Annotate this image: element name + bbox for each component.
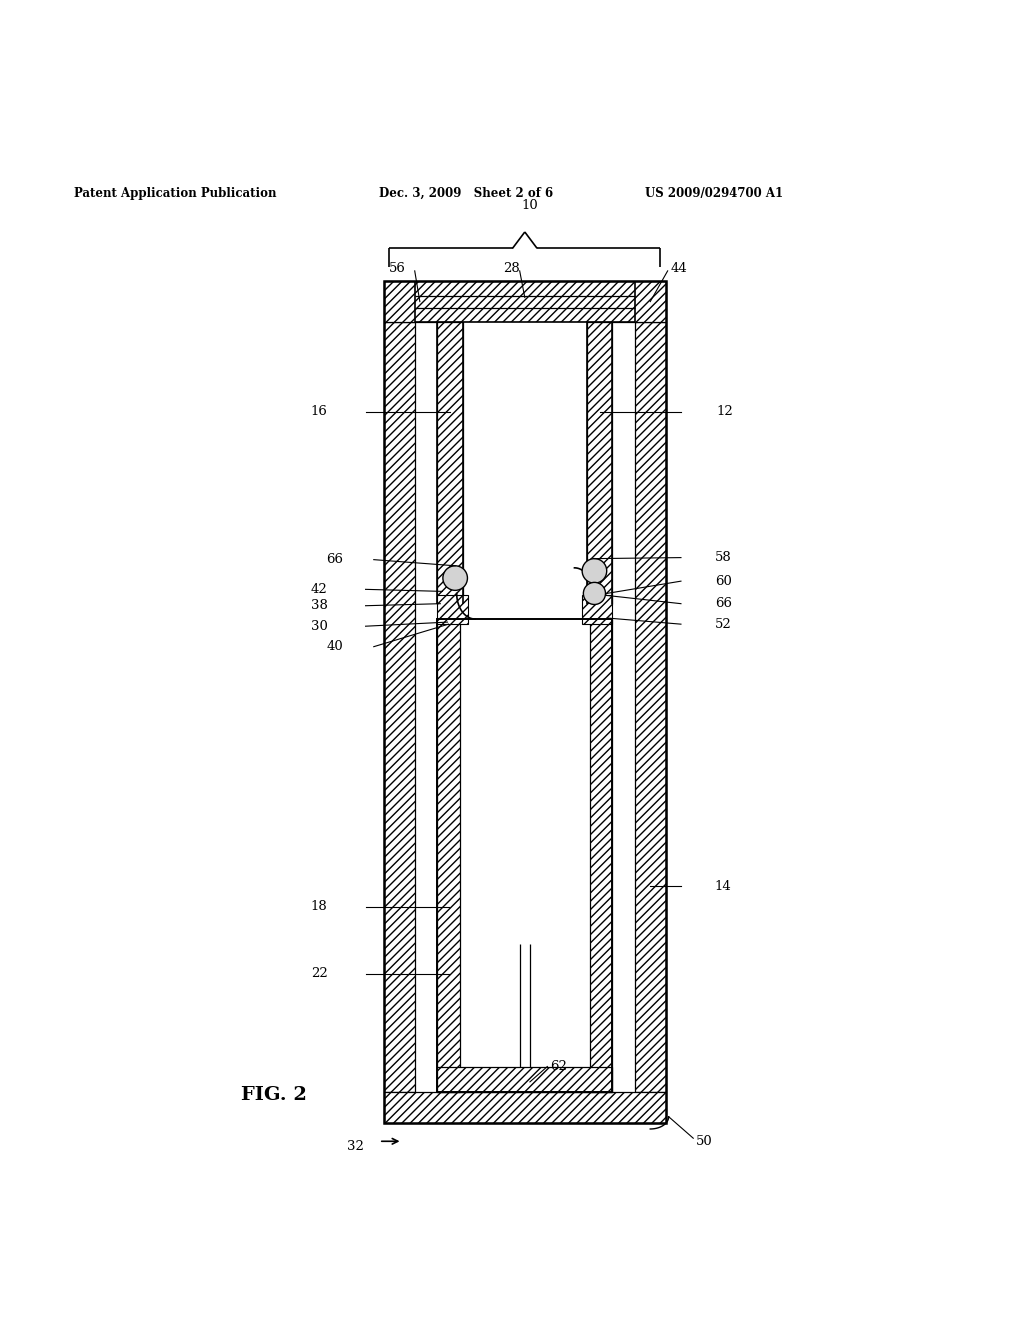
Bar <box>437 619 460 1092</box>
Bar <box>384 1092 666 1123</box>
Text: 60: 60 <box>715 574 731 587</box>
Text: Patent Application Publication: Patent Application Publication <box>74 187 276 199</box>
Bar <box>437 1067 612 1092</box>
Bar <box>437 619 612 1092</box>
Bar <box>437 322 463 603</box>
Bar <box>582 595 612 624</box>
Text: 66: 66 <box>326 553 343 566</box>
Bar <box>590 619 612 1092</box>
Text: 40: 40 <box>327 640 343 653</box>
Text: 50: 50 <box>696 1135 713 1148</box>
Text: 38: 38 <box>311 599 328 612</box>
Text: 28: 28 <box>503 263 519 276</box>
Circle shape <box>582 558 606 583</box>
Text: 18: 18 <box>311 900 328 913</box>
Text: 22: 22 <box>311 968 328 981</box>
Text: 10: 10 <box>521 199 539 211</box>
Text: 52: 52 <box>715 618 731 631</box>
Circle shape <box>443 566 468 590</box>
Bar <box>635 322 666 1092</box>
Text: 62: 62 <box>551 1060 567 1073</box>
Text: 32: 32 <box>347 1140 364 1152</box>
Bar <box>384 281 666 322</box>
Bar <box>463 322 587 603</box>
Text: 56: 56 <box>389 263 406 276</box>
Text: 12: 12 <box>717 405 733 418</box>
Text: 66: 66 <box>715 597 732 610</box>
Text: 44: 44 <box>671 263 687 276</box>
Text: 42: 42 <box>311 583 328 595</box>
Text: 30: 30 <box>311 619 328 632</box>
Bar <box>437 595 468 624</box>
Bar <box>587 322 612 603</box>
Bar <box>415 322 635 1092</box>
Text: FIG. 2: FIG. 2 <box>241 1086 306 1105</box>
Text: 58: 58 <box>715 552 731 564</box>
Text: 16: 16 <box>311 405 328 418</box>
Text: 14: 14 <box>715 880 731 892</box>
Bar <box>384 322 415 1092</box>
Text: US 2009/0294700 A1: US 2009/0294700 A1 <box>645 187 783 199</box>
Text: Dec. 3, 2009   Sheet 2 of 6: Dec. 3, 2009 Sheet 2 of 6 <box>379 187 553 199</box>
Bar <box>384 281 666 1123</box>
Circle shape <box>584 582 605 605</box>
Bar <box>460 619 590 1067</box>
